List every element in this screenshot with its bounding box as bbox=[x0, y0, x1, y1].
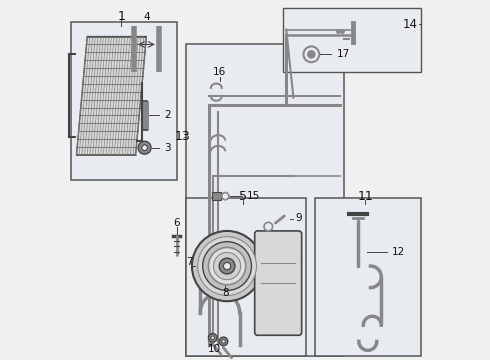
Circle shape bbox=[214, 252, 241, 280]
Bar bbox=[283, 8, 421, 72]
Circle shape bbox=[219, 337, 228, 346]
Circle shape bbox=[208, 247, 245, 285]
FancyBboxPatch shape bbox=[255, 231, 302, 335]
Polygon shape bbox=[76, 37, 147, 155]
Text: 4: 4 bbox=[143, 12, 149, 22]
Circle shape bbox=[221, 193, 229, 200]
Circle shape bbox=[142, 145, 147, 150]
Text: 11: 11 bbox=[357, 190, 373, 203]
Circle shape bbox=[219, 258, 235, 274]
Text: 16: 16 bbox=[213, 67, 226, 77]
Bar bbox=[186, 198, 306, 356]
Bar bbox=[212, 192, 220, 201]
Text: 17: 17 bbox=[337, 49, 350, 59]
Bar bbox=[315, 198, 421, 356]
Text: 5: 5 bbox=[239, 190, 247, 203]
Text: 13: 13 bbox=[174, 130, 190, 144]
Text: 9: 9 bbox=[295, 213, 302, 222]
Circle shape bbox=[211, 336, 215, 339]
Text: 7: 7 bbox=[186, 257, 193, 267]
Circle shape bbox=[308, 51, 315, 58]
Text: 3: 3 bbox=[164, 143, 171, 153]
Text: 8: 8 bbox=[222, 288, 229, 298]
Circle shape bbox=[303, 46, 319, 62]
Circle shape bbox=[192, 231, 262, 301]
Text: 10: 10 bbox=[207, 344, 220, 354]
Text: 6: 6 bbox=[173, 218, 180, 228]
Circle shape bbox=[223, 262, 231, 270]
Circle shape bbox=[264, 222, 272, 231]
Circle shape bbox=[203, 242, 251, 291]
Bar bbox=[71, 22, 177, 180]
Text: 15: 15 bbox=[247, 191, 260, 201]
Circle shape bbox=[208, 333, 217, 342]
Text: 12: 12 bbox=[392, 247, 405, 257]
Circle shape bbox=[221, 339, 225, 343]
Text: 2: 2 bbox=[164, 111, 171, 121]
Text: 1: 1 bbox=[117, 10, 125, 23]
Text: 14: 14 bbox=[402, 18, 417, 31]
Circle shape bbox=[138, 141, 151, 154]
Bar bbox=[186, 44, 343, 356]
Circle shape bbox=[197, 237, 256, 296]
